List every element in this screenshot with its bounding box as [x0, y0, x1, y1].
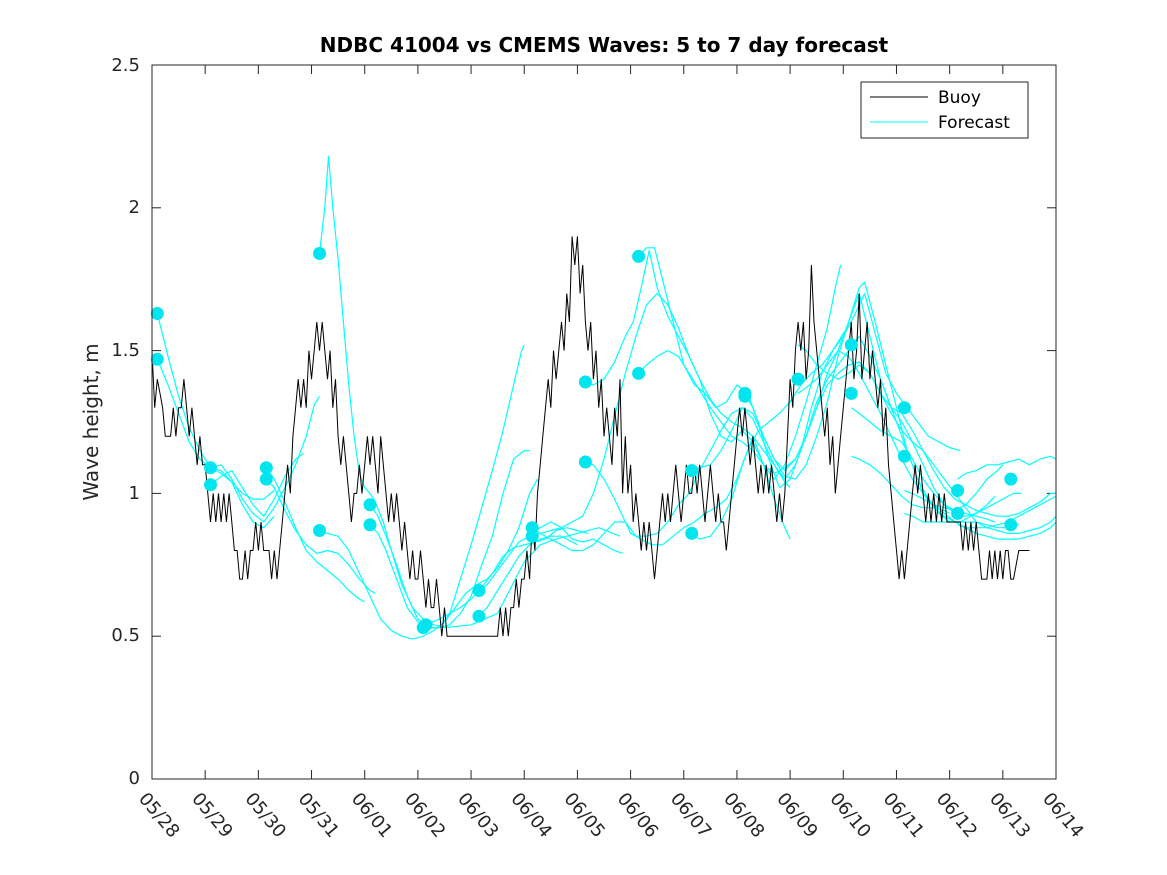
forecast-marker: [578, 375, 592, 389]
forecast-marker: [313, 247, 326, 260]
y-tick-label: 0: [129, 768, 140, 789]
forecast-marker: [259, 472, 273, 486]
forecast-marker: [844, 338, 858, 352]
forecast-marker: [844, 386, 858, 400]
forecast-marker: [363, 498, 377, 512]
forecast-marker: [791, 372, 805, 386]
forecast-marker: [685, 526, 699, 540]
forecast-line: [585, 250, 842, 480]
forecast-marker: [897, 401, 911, 415]
forecast-line: [585, 321, 852, 546]
forecast-marker: [150, 307, 164, 320]
forecast-line: [691, 281, 1022, 523]
forecast-marker: [897, 449, 911, 463]
plot-area: [152, 65, 1056, 779]
forecast-marker: [259, 461, 273, 475]
forecast-line: [478, 535, 578, 617]
forecast-line: [210, 452, 304, 517]
forecast-line: [850, 407, 1004, 512]
forecast-marker: [416, 621, 430, 635]
forecast-marker: [632, 249, 646, 263]
forecast-marker: [525, 529, 539, 543]
legend-label-buoy: Buoy: [938, 88, 981, 108]
forecast-line: [425, 527, 589, 626]
forecast-marker: [632, 366, 646, 380]
forecast-marker: [204, 478, 217, 492]
forecast-line: [265, 467, 365, 603]
legend-label-forecast: Forecast: [938, 113, 1010, 133]
y-tick-label: 0.5: [111, 625, 140, 646]
forecast-line: [531, 407, 791, 552]
forecast-line: [957, 455, 1057, 480]
legend-box: [860, 81, 1029, 139]
forecast-line: [369, 450, 530, 629]
forecast-line: [532, 292, 791, 540]
forecast-marker: [150, 352, 164, 366]
forecast-line: [265, 478, 376, 594]
y-tick-label: 1: [129, 483, 140, 504]
forecast-line: [319, 478, 539, 640]
forecast-markers: [150, 247, 1018, 635]
forecast-marker: [313, 524, 326, 537]
forecast-line: [478, 521, 623, 591]
y-axis: 0 0.5 1 1.5 2 2.5: [111, 55, 140, 789]
chart-title: NDBC 41004 vs CMEMS Waves: 5 to 7 day fo…: [320, 33, 889, 57]
forecast-marker: [1004, 518, 1018, 532]
forecast-line: [797, 344, 1057, 535]
forecast-marker: [738, 389, 752, 403]
y-tick-label: 1.5: [111, 340, 140, 361]
forecast-marker: [578, 455, 592, 469]
y-axis-label: Wave height, m: [79, 343, 103, 500]
forecast-marker: [472, 609, 486, 623]
forecast-marker: [685, 464, 699, 478]
forecast-marker: [363, 518, 377, 532]
forecast-marker: [472, 584, 486, 597]
forecast-line: [904, 489, 996, 523]
y-tick-label: 2.5: [111, 55, 140, 76]
forecast-line: [797, 350, 1057, 540]
buoy-line: [151, 236, 1030, 637]
forecast-marker: [1004, 472, 1018, 486]
legend: Buoy Forecast: [860, 81, 1029, 139]
forecast-marker: [204, 461, 217, 475]
plot-frame: [151, 64, 1057, 780]
forecast-marker: [951, 506, 965, 520]
buoy-series: [151, 236, 1030, 637]
y-tick-label: 2: [129, 197, 140, 218]
forecast-line: [210, 395, 321, 523]
forecast-marker: [951, 484, 965, 497]
